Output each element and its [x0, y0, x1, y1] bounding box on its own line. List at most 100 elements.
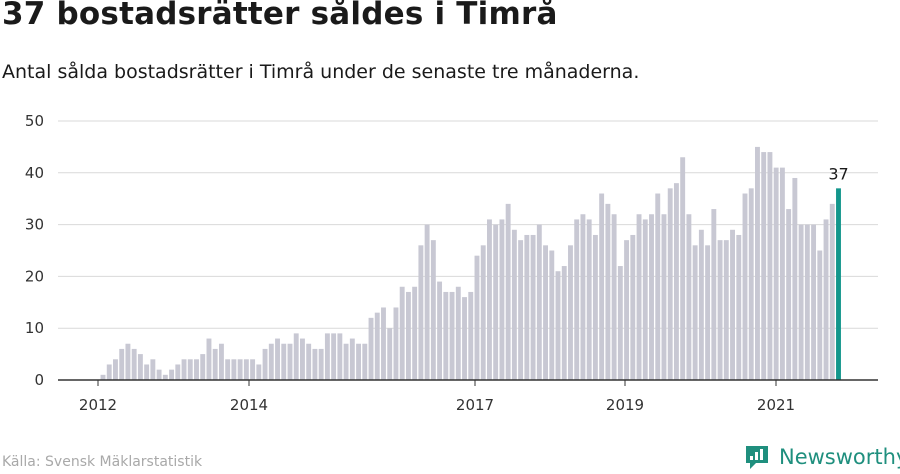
bar — [131, 348, 137, 380]
y-tick-label: 50 — [25, 112, 44, 130]
bar — [499, 219, 505, 380]
bar — [798, 224, 804, 380]
bar — [437, 281, 443, 380]
bar — [225, 359, 231, 380]
bar — [281, 343, 287, 380]
bar — [343, 343, 349, 380]
bar — [256, 364, 262, 380]
bar — [430, 240, 436, 380]
bar — [162, 374, 168, 380]
bar-value-label: 37 — [828, 164, 848, 183]
bar — [717, 240, 723, 380]
source-note: Källa: Svensk Mäklarstatistik — [2, 454, 203, 470]
bar — [462, 297, 467, 380]
bar — [518, 240, 524, 380]
bar — [218, 343, 224, 380]
bar — [275, 338, 280, 380]
bar — [455, 286, 461, 380]
y-tick-label: 40 — [25, 164, 44, 182]
bar — [349, 338, 355, 380]
y-tick-label: 10 — [25, 319, 44, 337]
bar — [649, 214, 654, 380]
bar — [119, 348, 125, 380]
bar — [144, 364, 150, 380]
bar — [250, 359, 256, 380]
bar — [655, 193, 661, 380]
newsworthy-brand[interactable]: Newsworthy — [744, 442, 900, 472]
bar — [792, 177, 798, 380]
x-tick-label: 2012 — [79, 396, 117, 414]
bar — [337, 333, 343, 380]
bar — [642, 219, 648, 380]
bar — [786, 209, 792, 380]
bar — [113, 359, 118, 380]
bar — [586, 219, 592, 380]
bars — [100, 146, 841, 380]
bar — [268, 343, 274, 380]
bar — [630, 234, 636, 380]
bar — [698, 229, 704, 380]
bar — [486, 219, 492, 380]
bar — [686, 214, 692, 380]
bar — [568, 245, 573, 380]
bar — [412, 286, 418, 380]
bar — [243, 359, 249, 380]
bar — [312, 348, 318, 380]
bar — [362, 343, 368, 380]
bar — [624, 240, 630, 380]
bar — [817, 250, 823, 380]
bar — [200, 354, 206, 380]
bar — [212, 348, 218, 380]
bar — [181, 359, 187, 380]
bar — [374, 312, 380, 380]
bar — [680, 157, 686, 380]
bar — [536, 224, 542, 380]
bar — [574, 219, 580, 380]
bar — [524, 234, 530, 380]
bar — [742, 193, 748, 380]
bar — [300, 338, 305, 380]
bar — [711, 209, 717, 380]
bar — [767, 152, 773, 380]
bar — [443, 291, 449, 380]
x-tick-label: 2017 — [456, 396, 494, 414]
bar — [723, 240, 729, 380]
bar — [829, 203, 835, 380]
bar — [804, 224, 810, 380]
bar — [755, 146, 760, 380]
bar — [636, 214, 642, 380]
bar — [368, 317, 374, 380]
bar — [100, 374, 106, 380]
y-tick-label: 0 — [34, 371, 44, 389]
bar — [424, 224, 430, 380]
bar — [480, 245, 486, 380]
bar — [493, 224, 499, 380]
bar — [736, 234, 742, 380]
bar — [356, 343, 362, 380]
bar — [474, 255, 480, 380]
bar — [187, 359, 193, 380]
x-tick-label: 2019 — [606, 396, 644, 414]
bar — [293, 333, 299, 380]
bar — [237, 359, 243, 380]
bar — [106, 364, 112, 380]
bar — [549, 250, 555, 380]
chart-subtitle: Antal sålda bostadsrätter i Timrå under … — [2, 61, 640, 83]
bar — [387, 328, 393, 380]
bar — [175, 364, 181, 380]
bar — [125, 343, 131, 380]
bar — [730, 229, 735, 380]
bar — [561, 266, 567, 380]
bar — [169, 369, 175, 380]
bar — [206, 338, 212, 380]
y-tick-label: 30 — [25, 216, 44, 234]
bar — [705, 245, 711, 380]
bar — [306, 343, 312, 380]
bar — [811, 224, 817, 380]
bar — [592, 234, 598, 380]
bar — [324, 333, 330, 380]
bar — [605, 203, 611, 380]
bar — [580, 214, 586, 380]
chart-title: 37 bostadsrätter såldes i Timrå — [2, 0, 558, 32]
